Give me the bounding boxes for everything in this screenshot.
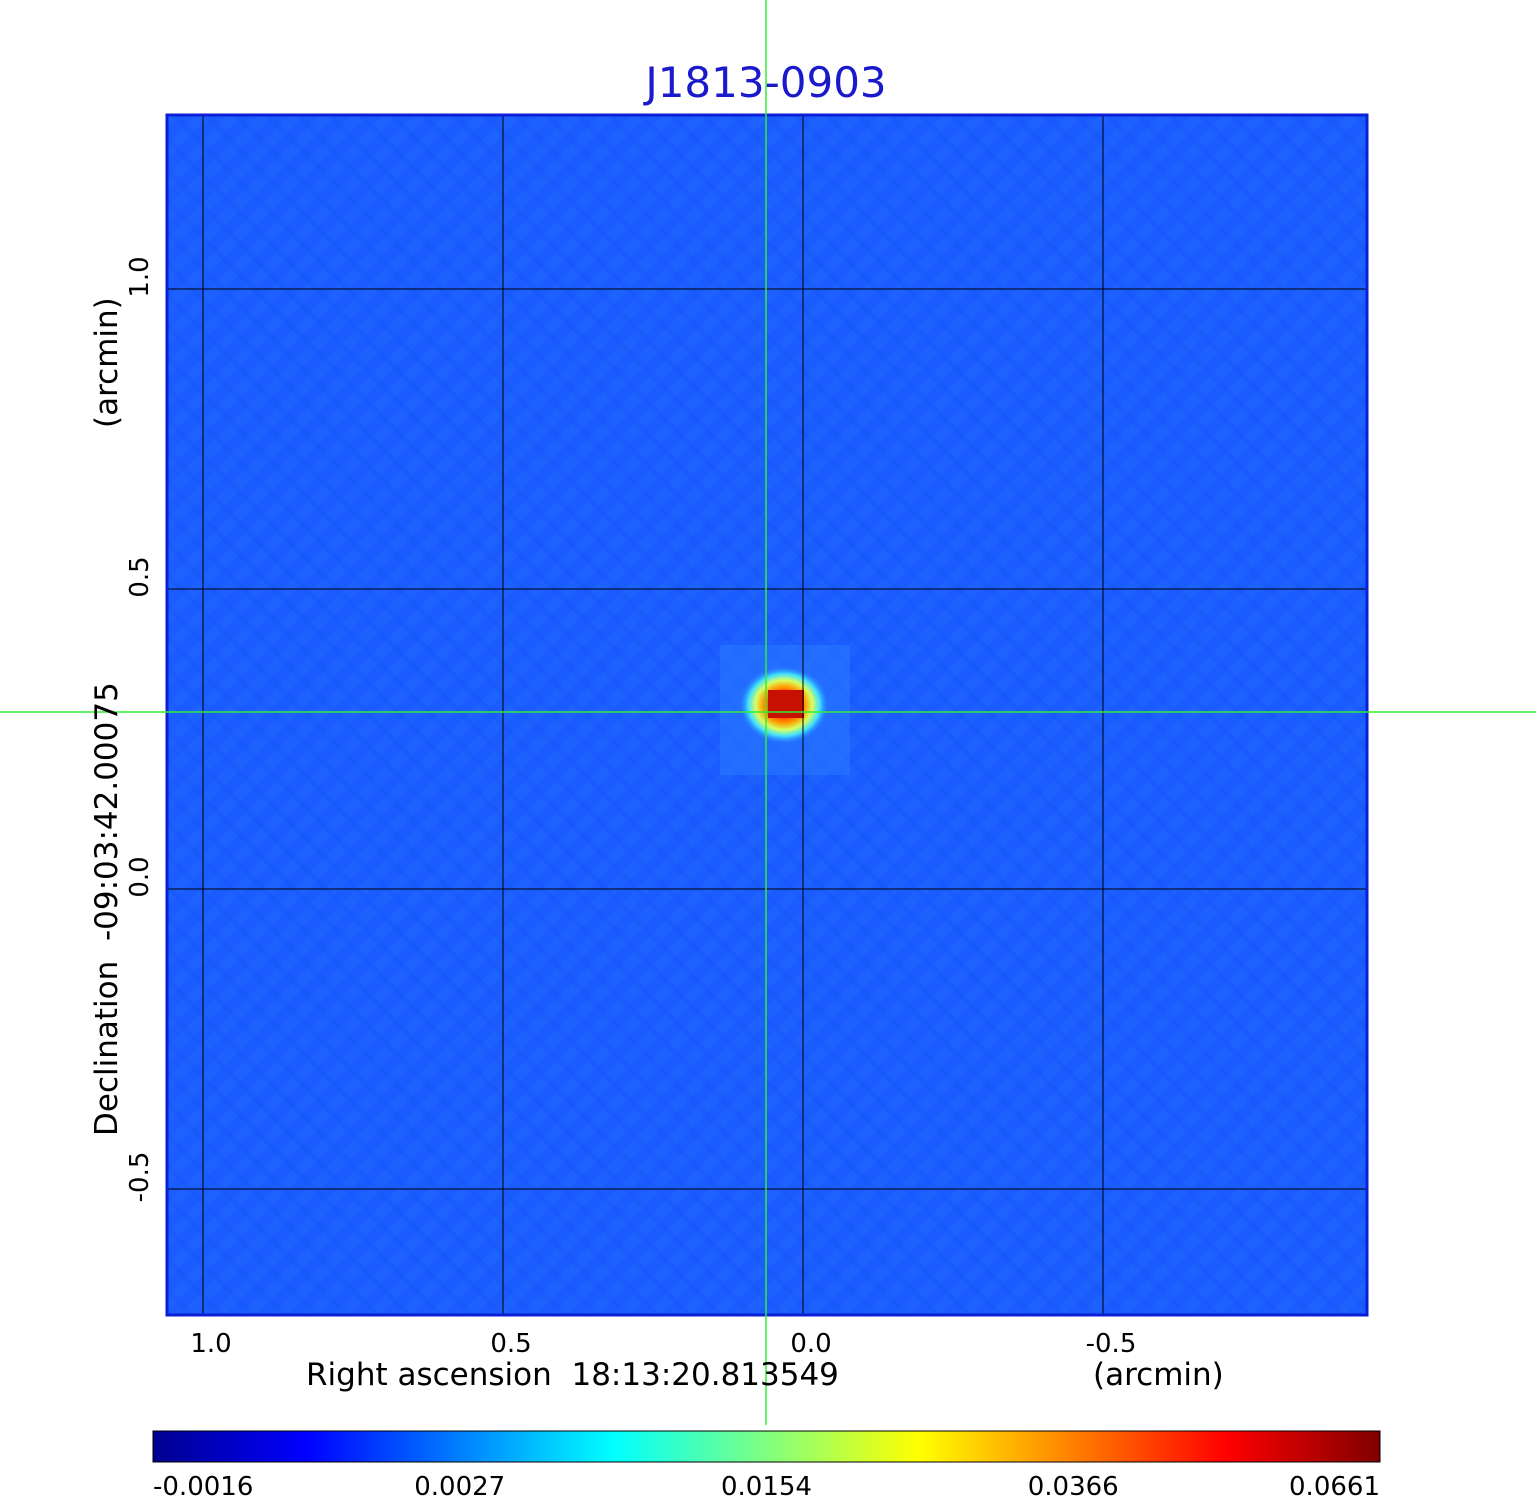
y-tick-label-3: -0.5 [125, 1152, 155, 1203]
chart-title: J1813-0903 [642, 58, 886, 107]
grid-lines [167, 115, 1367, 1315]
x-axis-label: Right ascension 18:13:20.813549 [306, 1357, 839, 1393]
x-tick-label-3: -0.5 [1086, 1329, 1137, 1359]
x-tick-label-1: 0.5 [490, 1329, 531, 1359]
y-tick-labels: 1.0 0.5 0.0 -0.5 [125, 256, 155, 1202]
y-tick-label-2: 0.0 [125, 856, 155, 897]
colorbar-tick-labels: -0.0016 0.0027 0.0154 0.0366 0.0661 [153, 1472, 1380, 1500]
plot-frame [165, 113, 1369, 1317]
colorbar-tick-label-1: 0.0027 [414, 1472, 505, 1500]
colorbar-tick-label-0: -0.0016 [153, 1472, 253, 1500]
colorbar: -0.0016 0.0027 0.0154 0.0366 0.0661 [152, 1430, 1381, 1500]
x-axis-unit: (arcmin) [1093, 1357, 1224, 1393]
x-tick-label-2: 0.0 [790, 1329, 831, 1359]
colorbar-tick-label-3: 0.0366 [1028, 1472, 1119, 1500]
image-plot [165, 113, 1369, 1317]
colorbar-gradient [152, 1430, 1381, 1463]
y-tick-label-1: 0.5 [125, 556, 155, 597]
x-tick-label-0: 1.0 [190, 1329, 231, 1359]
y-tick-label-0: 1.0 [125, 256, 155, 297]
x-tick-labels: 1.0 0.5 0.0 -0.5 [190, 1329, 1136, 1359]
crosshair [0, 0, 1536, 1425]
y-axis-unit: (arcmin) [89, 297, 125, 428]
y-axis-label: Declination -09:03:42.00075 [89, 682, 125, 1136]
colorbar-tick-label-2: 0.0154 [721, 1472, 812, 1500]
source-core [768, 690, 804, 718]
colorbar-tick-label-4: 0.0661 [1289, 1472, 1380, 1500]
